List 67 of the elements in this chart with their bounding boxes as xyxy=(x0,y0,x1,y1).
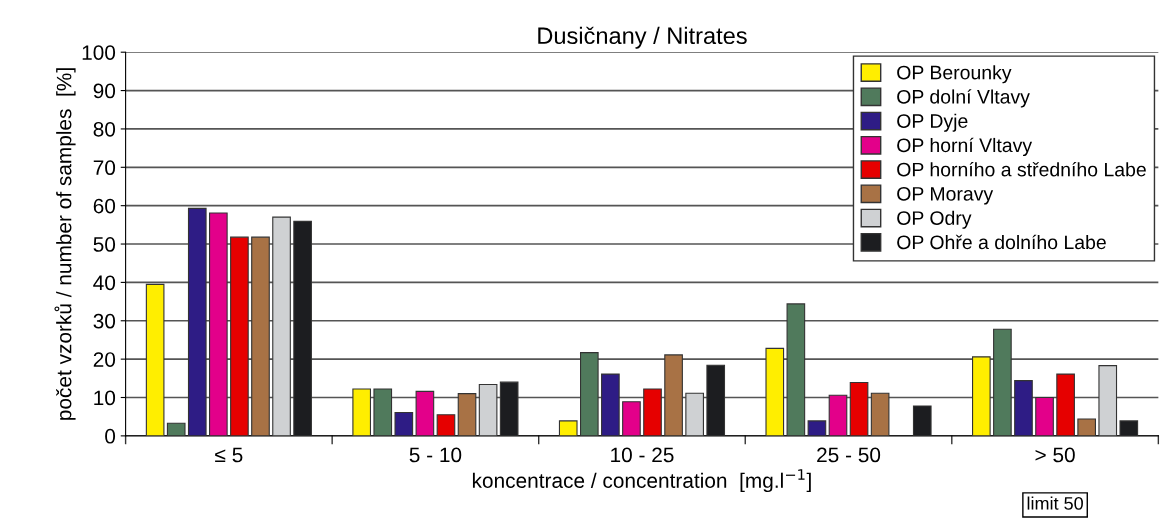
bar xyxy=(251,236,270,436)
bar xyxy=(1014,380,1033,436)
x-tick-label: > 50 xyxy=(1035,447,1075,463)
chart-title: Dusičnany / Nitrates xyxy=(538,26,747,49)
bar xyxy=(558,420,578,436)
bar xyxy=(230,236,249,436)
legend-label: OP Moravy xyxy=(897,186,994,205)
bar xyxy=(145,283,165,436)
bar xyxy=(579,352,599,436)
bar xyxy=(457,393,477,436)
bar xyxy=(394,411,414,436)
bar xyxy=(972,356,991,436)
bar xyxy=(187,207,207,436)
bar xyxy=(436,414,456,436)
bar xyxy=(622,401,641,436)
bar xyxy=(478,383,498,436)
bar xyxy=(807,420,827,436)
bar xyxy=(272,216,291,436)
bar xyxy=(870,392,890,436)
text: limit 50 xyxy=(1027,496,1083,510)
bar xyxy=(912,405,932,436)
bar xyxy=(373,388,393,436)
y-axis-title: počet vzorků / number of samples [%] xyxy=(54,68,76,420)
bar xyxy=(849,381,869,436)
bar xyxy=(499,381,519,436)
legend-label: OP Dyje xyxy=(897,113,968,132)
x-tick-label: 25 - 50 xyxy=(817,447,881,463)
x-axis-title: koncentrace / concentration [mg.l$^{−1}$] xyxy=(472,469,811,493)
bar xyxy=(415,390,435,436)
bar xyxy=(1119,420,1139,436)
y-tick-label: 50 xyxy=(93,237,116,252)
x-tick-label: ≤ 5 xyxy=(215,447,243,463)
bar xyxy=(685,392,704,436)
legend-label: OP horního a středního Labe xyxy=(897,161,1146,177)
x-tick-label: 5 - 10 xyxy=(409,447,462,463)
bar xyxy=(166,422,186,436)
y-tick-label: 0 xyxy=(105,428,116,444)
bar xyxy=(601,373,620,436)
legend-label: OP Odry xyxy=(897,210,972,229)
y-tick-label: 60 xyxy=(93,198,116,214)
bar xyxy=(352,388,372,436)
x-tick-label: 10 - 25 xyxy=(611,447,674,463)
bar xyxy=(643,388,662,436)
y-tick-label: 70 xyxy=(93,160,116,176)
y-tick-label: 90 xyxy=(93,83,116,99)
bar xyxy=(664,354,683,436)
bar xyxy=(209,212,228,436)
bar xyxy=(765,347,785,436)
y-tick-label: 10 xyxy=(94,390,116,406)
bar xyxy=(1077,418,1097,436)
y-tick-label: 80 xyxy=(93,121,116,137)
y-tick-label: 100 xyxy=(82,45,116,60)
bar xyxy=(293,220,312,436)
y-tick-label: 30 xyxy=(93,313,116,329)
y-tick-label: 20 xyxy=(93,352,116,367)
legend-label: OP dolní Vltavy xyxy=(897,89,1030,108)
legend-label: OP horní Vltavy xyxy=(897,137,1033,157)
bar xyxy=(706,364,726,436)
bar xyxy=(1035,396,1054,436)
y-tick-label: 40 xyxy=(93,275,116,291)
bar xyxy=(1098,365,1118,436)
legend-label: OP Ohře a dolního Labe xyxy=(897,234,1106,250)
bar xyxy=(1056,373,1075,436)
bar xyxy=(786,303,806,436)
bar xyxy=(828,394,848,436)
legend-label: OP Berounky xyxy=(897,65,1012,84)
bar xyxy=(993,328,1012,436)
